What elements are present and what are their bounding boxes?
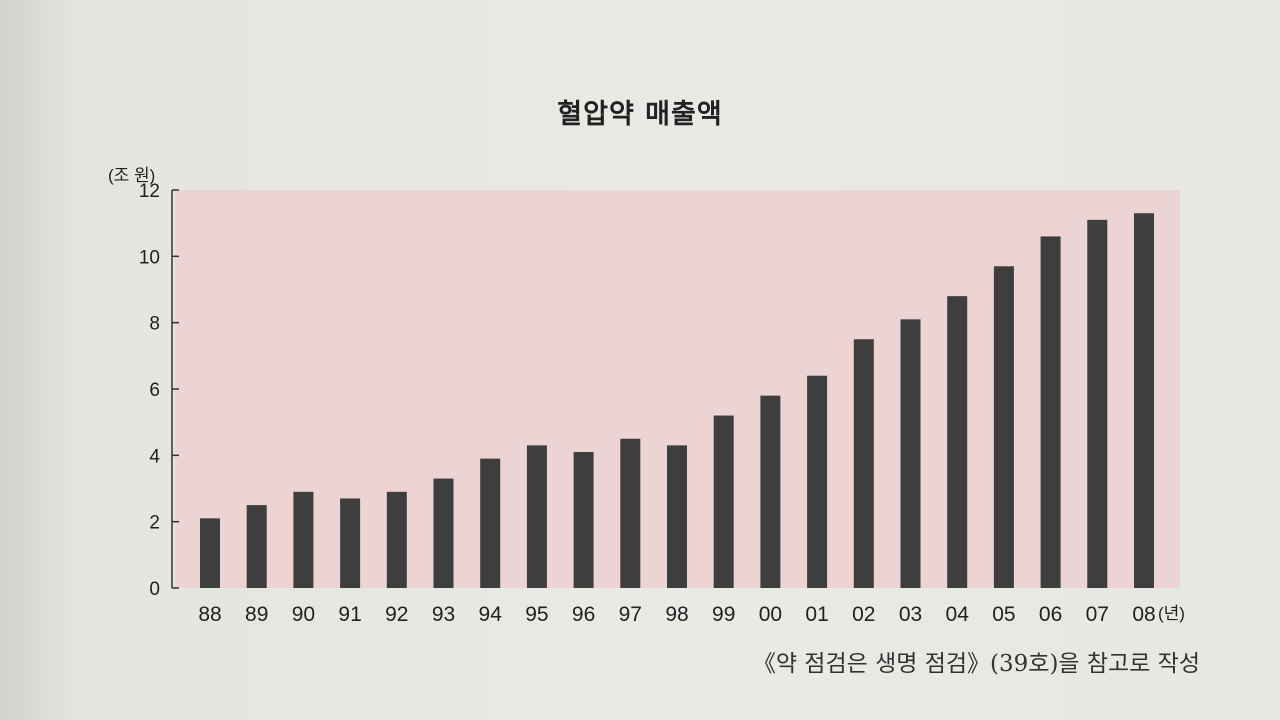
- bar-97: [620, 438, 641, 588]
- bar-88: [200, 518, 220, 588]
- bar-90: [293, 491, 314, 588]
- x-tick-label: 02: [852, 603, 875, 626]
- bars-group: [200, 213, 1154, 588]
- y-tick-label: 8: [149, 314, 160, 335]
- chart-title: 혈압약 매출액: [557, 99, 723, 130]
- bar-89: [246, 505, 267, 588]
- x-axis-unit-label: (년): [1158, 604, 1185, 623]
- x-tick-label: 90: [292, 603, 315, 626]
- x-tick-label: 07: [1086, 603, 1109, 626]
- bar-02: [853, 339, 874, 588]
- bar-92: [386, 491, 407, 588]
- x-tick-label: 01: [805, 603, 828, 626]
- bar-93: [433, 478, 454, 588]
- x-tick-label: 89: [245, 603, 268, 626]
- x-tick-label: 96: [572, 603, 595, 626]
- bar-94: [480, 458, 501, 588]
- bar-03: [900, 319, 921, 588]
- x-tick-label: 08: [1132, 603, 1155, 626]
- bar-00: [760, 395, 781, 588]
- y-tick-label: 6: [149, 380, 160, 401]
- y-axis-unit-label: (조 원): [108, 166, 155, 185]
- x-axis-ticks: 88 89 90 91 92 93 94 95 96 97 98 99 00 01 02 03 04 05 06 07…: [198, 603, 1185, 626]
- source-note: 《약 점검은 생명 점검》(39호)을 참고로 작성: [752, 651, 1200, 677]
- y-tick-label: 12: [139, 181, 160, 202]
- y-tick-label: 0: [149, 579, 160, 600]
- bar-91: [340, 498, 361, 588]
- y-tick-label: 2: [149, 513, 160, 534]
- bar-01: [807, 375, 828, 588]
- bar-04: [947, 296, 968, 588]
- x-tick-label: 04: [946, 603, 970, 626]
- y-axis-ticks: 0 2 4 6 8 10 12: [139, 181, 179, 600]
- x-tick-label: 91: [338, 603, 361, 626]
- x-tick-label: 06: [1039, 603, 1062, 626]
- x-tick-label: 99: [712, 603, 735, 626]
- x-tick-label: 98: [665, 603, 688, 626]
- x-tick-label: 93: [432, 603, 455, 626]
- bar-95: [526, 445, 547, 588]
- x-tick-label: 97: [619, 603, 642, 626]
- bar-98: [667, 445, 687, 588]
- x-tick-label: 94: [479, 603, 503, 626]
- bar-99: [713, 415, 734, 588]
- x-tick-label: 95: [525, 603, 548, 626]
- bar-96: [573, 452, 594, 588]
- bar-05: [993, 266, 1014, 588]
- x-tick-label: 92: [385, 603, 408, 626]
- bar-08: [1134, 213, 1154, 588]
- y-tick-label: 4: [149, 446, 160, 467]
- x-tick-label: 00: [759, 603, 782, 626]
- bar-06: [1040, 236, 1061, 588]
- y-tick-label: 10: [139, 247, 160, 268]
- x-tick-label: 05: [992, 603, 1015, 626]
- x-tick-label: 88: [198, 603, 221, 626]
- bar-07: [1087, 219, 1108, 588]
- x-tick-label: 03: [899, 603, 922, 626]
